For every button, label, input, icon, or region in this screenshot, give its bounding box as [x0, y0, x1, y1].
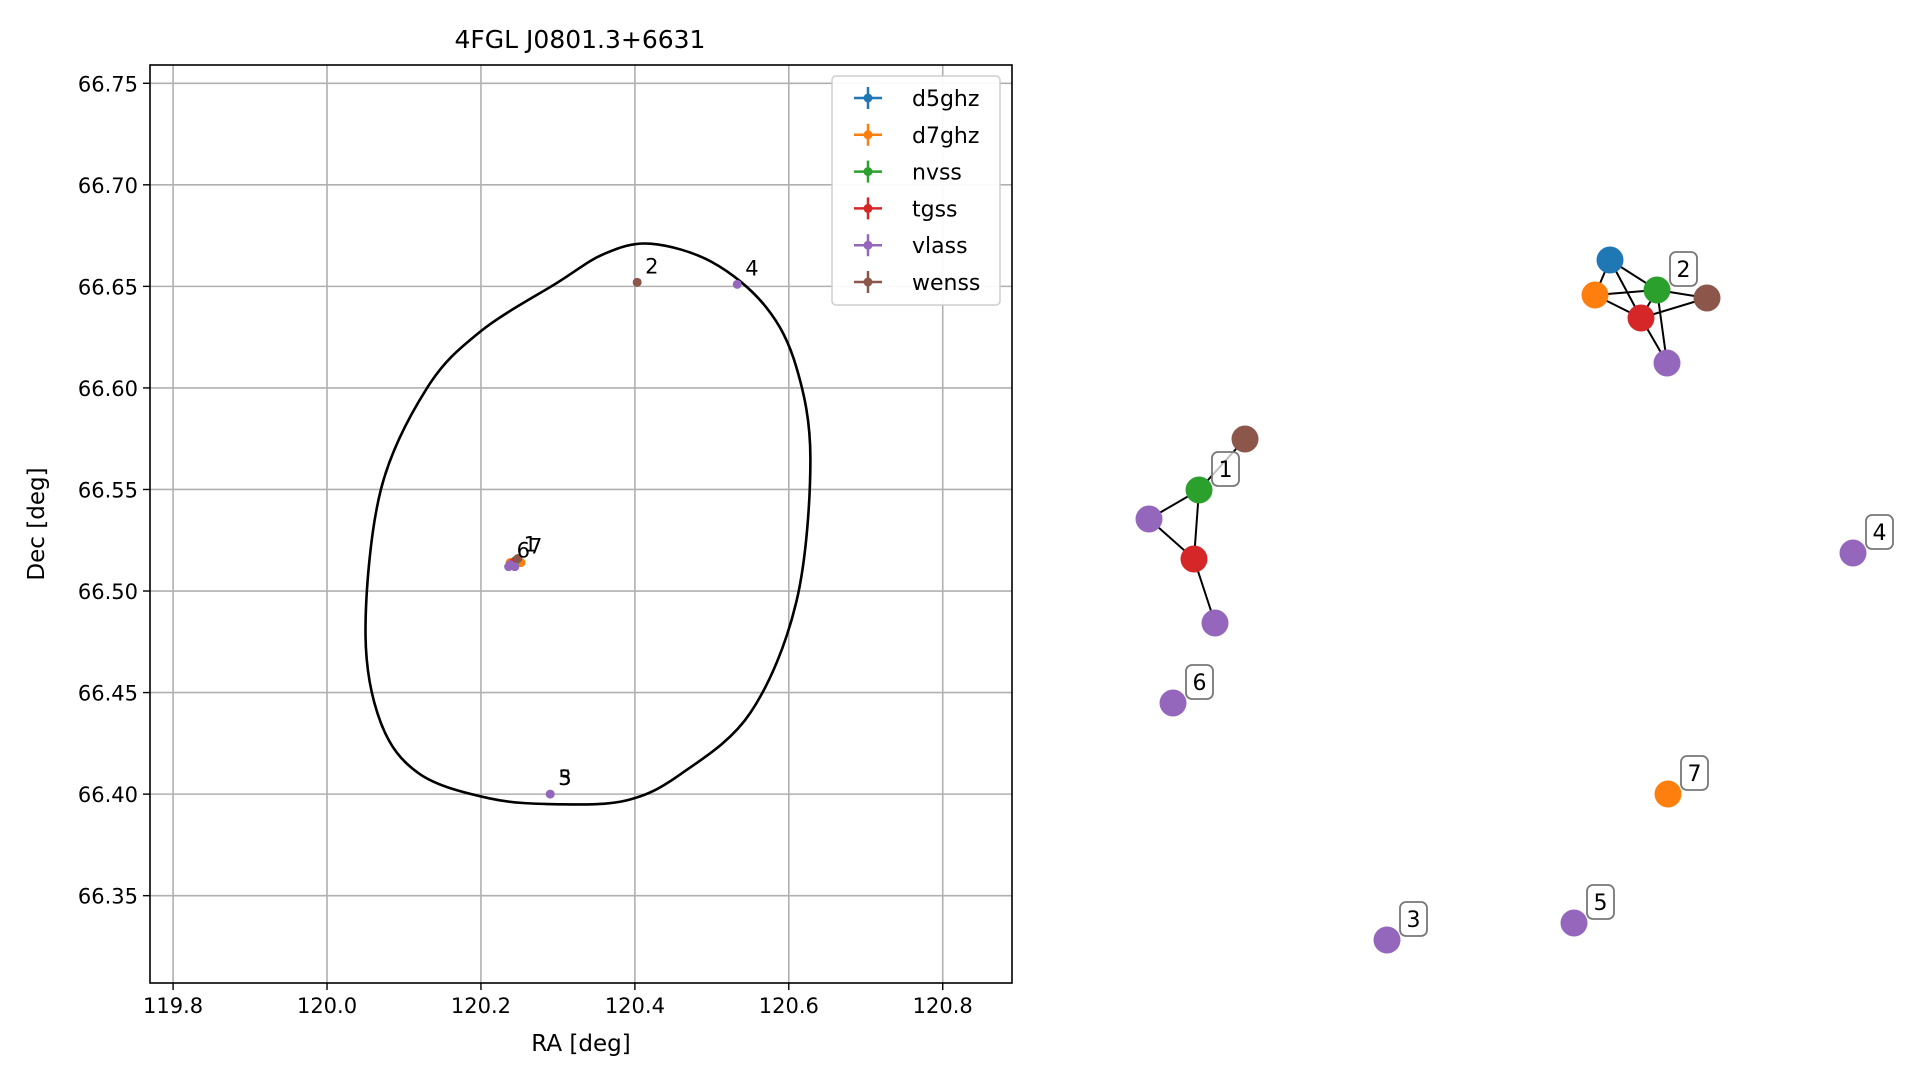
x-tick-label: 120.4: [605, 994, 665, 1018]
network-label: 7: [1688, 762, 1702, 787]
y-tick-label: 66.75: [78, 72, 138, 96]
network-nodes: [1135, 246, 1867, 954]
legend-marker-dot: [863, 277, 873, 287]
network-node: [1596, 246, 1624, 274]
network-label-box: [1399, 901, 1428, 937]
network-label: 3: [1407, 908, 1421, 933]
network-labels: 2 1 4 6 7 3 5: [1185, 251, 1894, 937]
x-axis-label: RA [deg]: [531, 1031, 630, 1057]
x-axis-ticks: 119.8 120.0 120.2 120.4 120.6 120.8: [143, 983, 973, 1018]
point-annotation: 5: [558, 766, 571, 790]
x-tick-label: 120.8: [913, 994, 973, 1018]
legend-marker-dot: [863, 167, 873, 177]
network-node: [1159, 689, 1187, 717]
data-point-wenss: [513, 554, 523, 564]
plot-frame: [149, 64, 1013, 984]
legend: d5ghz d7ghz nvss tgss vlass wenss: [831, 75, 1001, 306]
network-label: 4: [1873, 521, 1887, 546]
network-label-box: [1586, 884, 1615, 920]
y-tick-label: 66.70: [78, 174, 138, 198]
y-tick-label: 66.55: [78, 478, 138, 502]
legend-marker-dot: [863, 93, 873, 103]
legend-label: nvss: [912, 161, 962, 186]
network-node: [1643, 276, 1671, 304]
network-label: 5: [1594, 891, 1608, 916]
y-axis-ticks: 66.35 66.40 66.45 66.50 66.55 66.60 66.65 66.70…: [78, 72, 150, 909]
network-node: [1180, 545, 1208, 573]
legend-label: vlass: [912, 234, 968, 259]
legend-label: d5ghz: [912, 87, 979, 112]
data-point-vlass: [510, 562, 520, 572]
point-annotation: 1: [524, 533, 537, 557]
network-node: [1693, 284, 1721, 312]
network-node: [1653, 349, 1681, 377]
network-label: 6: [1193, 671, 1207, 696]
y-tick-label: 66.45: [78, 682, 138, 706]
legend-label: d7ghz: [912, 124, 979, 149]
y-tick-label: 66.40: [78, 783, 138, 807]
network-label-box: [1185, 664, 1214, 700]
legend-label: wenss: [912, 271, 980, 296]
point-annotation: 6: [517, 539, 530, 563]
data-point-wenss: [632, 277, 642, 287]
network-node: [1135, 505, 1163, 533]
legend-marker-dot: [863, 240, 873, 250]
network-label: 1: [1219, 458, 1233, 483]
point-annotation: 3: [558, 766, 571, 790]
network-node: [1231, 425, 1259, 453]
data-point-vlass: [504, 562, 514, 572]
point-annotations: 1 2 3 4 5 67: [517, 254, 759, 790]
network-label-box: [1211, 451, 1240, 487]
x-tick-label: 119.8: [143, 994, 203, 1018]
network-node: [1627, 304, 1655, 332]
y-tick-label: 66.60: [78, 377, 138, 401]
network-node: [1201, 609, 1229, 637]
legend-label: tgss: [912, 197, 958, 222]
network-node: [1654, 780, 1682, 808]
network-node: [1581, 281, 1609, 309]
x-tick-label: 120.6: [759, 994, 819, 1018]
data-point-vlass: [732, 279, 742, 289]
y-axis-label: Dec [deg]: [24, 467, 50, 580]
data-point-vlass: [545, 789, 555, 799]
chart-title: 4FGL J0801.3+6631: [455, 25, 706, 54]
network-node: [1373, 926, 1401, 954]
y-tick-label: 66.35: [78, 885, 138, 909]
x-tick-label: 120.0: [297, 994, 357, 1018]
network-label-box: [1680, 755, 1709, 791]
network-node: [1185, 476, 1213, 504]
data-points: [504, 277, 742, 799]
x-tick-label: 120.2: [451, 994, 511, 1018]
point-annotation: 2: [645, 254, 658, 278]
network-node: [1839, 539, 1867, 567]
legend-marker-dot: [863, 130, 873, 140]
network-label-box: [1669, 251, 1698, 287]
legend-box: [831, 75, 1001, 306]
network-graph: 2 1 4 6 7 3 5: [1135, 246, 1894, 954]
point-annotation: 4: [745, 256, 758, 280]
point-annotation: 7: [529, 535, 542, 559]
network-node: [1560, 909, 1588, 937]
error-ellipse: [364, 242, 812, 806]
network-label: 2: [1677, 258, 1691, 283]
network-label-box: [1865, 514, 1894, 550]
y-tick-label: 66.65: [78, 275, 138, 299]
legend-marker-dot: [863, 203, 873, 213]
y-tick-label: 66.50: [78, 580, 138, 604]
legend-items: d5ghz d7ghz nvss tgss vlass wenss: [854, 87, 980, 296]
